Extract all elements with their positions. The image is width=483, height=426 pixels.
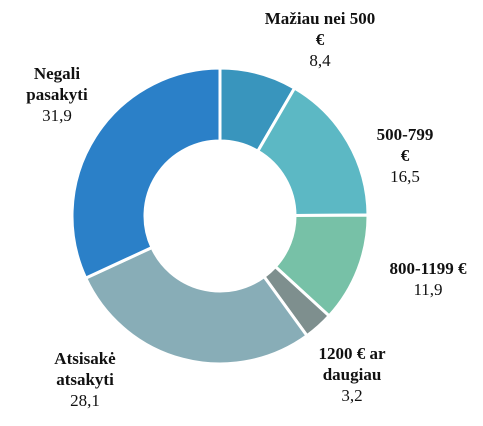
segment-label: 800-1199 € 11,9 bbox=[379, 258, 477, 300]
segment-label: Negali pasakyti 31,9 bbox=[12, 63, 102, 126]
segment-label: Mažiau nei 500 € 8,4 bbox=[260, 8, 380, 71]
category-name: Atsisakė atsakyti bbox=[54, 349, 116, 389]
value-label: 3,2 bbox=[341, 386, 363, 405]
value-label: 11,9 bbox=[413, 280, 443, 299]
donut-segment bbox=[70, 66, 222, 281]
segment-label: 1200 € ar daugiau 3,2 bbox=[311, 343, 393, 406]
donut-segment bbox=[83, 245, 310, 366]
value-label: 16,5 bbox=[390, 167, 420, 186]
segment-label: Atsisakė atsakyti 28,1 bbox=[35, 348, 135, 411]
category-name: 500-799 € bbox=[376, 125, 434, 165]
segment-label: 500-799 € 16,5 bbox=[375, 124, 435, 187]
category-name: 800-1199 € bbox=[389, 259, 467, 278]
donut-segment bbox=[255, 86, 370, 218]
category-name: Mažiau nei 500 € bbox=[264, 9, 376, 49]
value-label: 31,9 bbox=[42, 106, 72, 125]
category-name: 1200 € ar daugiau bbox=[318, 344, 386, 384]
value-label: 28,1 bbox=[70, 391, 100, 410]
value-label: 8,4 bbox=[309, 51, 331, 70]
category-name: Negali pasakyti bbox=[26, 64, 88, 104]
